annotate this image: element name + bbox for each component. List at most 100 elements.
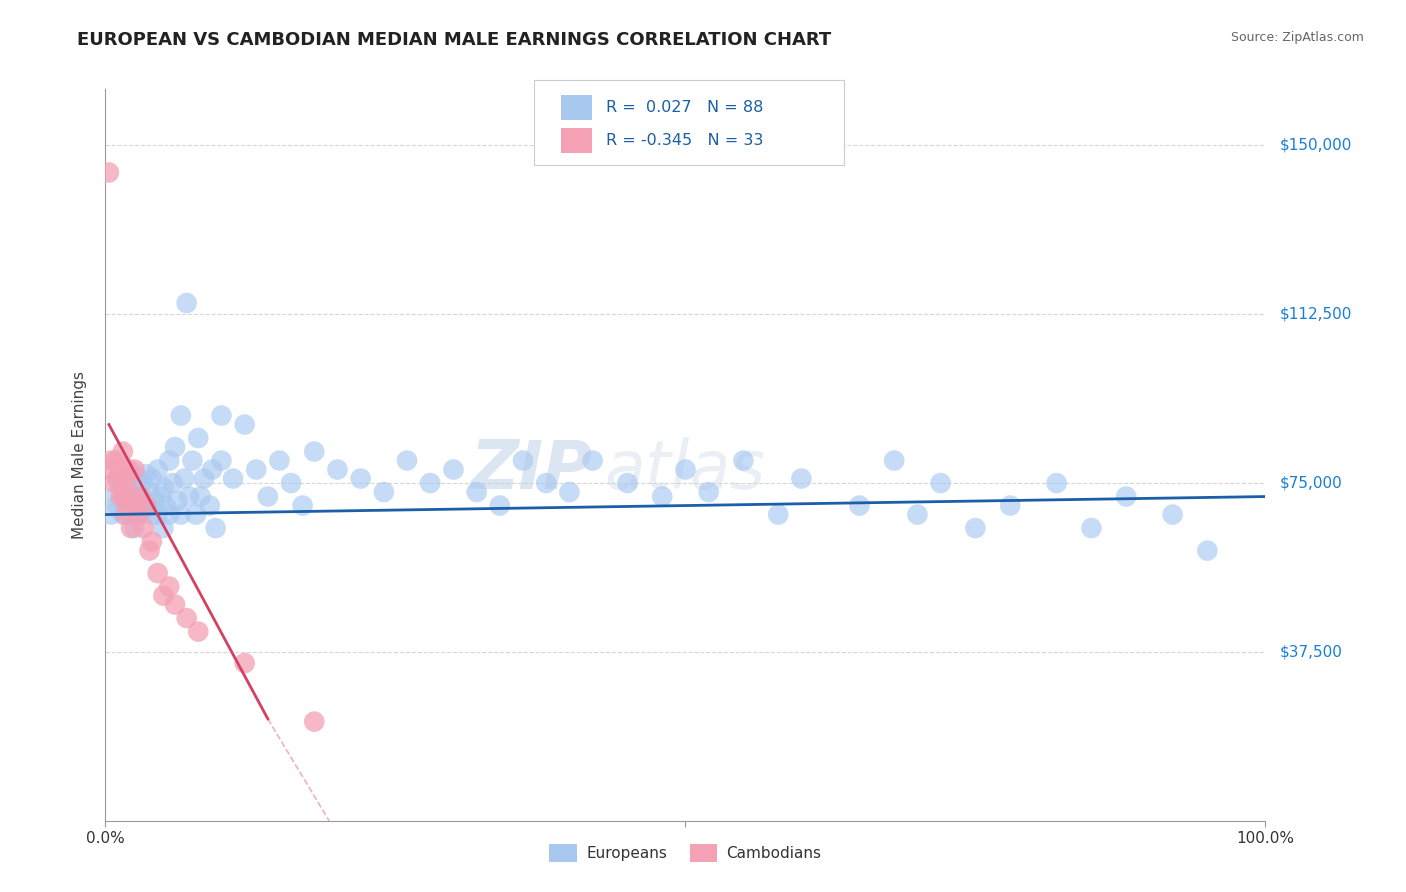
Text: R =  0.027   N = 88: R = 0.027 N = 88 [606,101,763,115]
Point [152,589,174,603]
Point [173,471,195,485]
Point [1197,543,1219,558]
Point [651,490,673,504]
Point [1000,499,1022,513]
Point [489,499,512,513]
Text: ZIP: ZIP [471,436,593,502]
Text: Source: ZipAtlas.com: Source: ZipAtlas.com [1230,31,1364,45]
Point [118,499,141,513]
Point [929,476,952,491]
Text: atlas: atlas [605,436,765,502]
Point [170,409,193,423]
Point [177,490,200,504]
Point [181,453,204,467]
Point [304,714,326,729]
Point [157,453,180,467]
Point [198,499,221,513]
Point [512,453,534,467]
Point [697,485,720,500]
Point [146,566,169,580]
Point [768,508,790,522]
Text: $150,000: $150,000 [1279,138,1351,153]
Point [104,476,127,491]
Point [193,471,215,485]
Point [135,499,157,513]
Point [143,494,166,508]
Point [146,462,169,476]
Point [138,543,160,558]
Point [120,508,142,522]
Point [111,481,134,495]
Point [127,508,149,522]
Point [848,499,870,513]
Point [211,453,233,467]
Point [204,521,226,535]
Point [124,521,146,535]
Point [1045,476,1069,491]
Point [120,490,142,504]
Point [176,611,198,625]
Point [118,462,141,476]
Point [883,453,905,467]
Point [558,485,581,500]
Point [111,471,134,485]
Point [124,462,146,476]
Point [441,462,464,476]
Point [141,534,163,549]
Point [129,490,152,504]
Point [131,476,153,491]
Point [155,499,177,513]
Point [190,490,212,504]
Text: R = -0.345   N = 33: R = -0.345 N = 33 [606,133,763,147]
Point [115,490,138,504]
Point [201,462,224,476]
Point [1080,521,1102,535]
Point [582,453,605,467]
Point [157,508,180,522]
Point [120,521,142,535]
Point [127,471,149,485]
Point [141,508,163,522]
Point [280,476,302,491]
Point [166,494,188,508]
Text: EUROPEAN VS CAMBODIAN MEDIAN MALE EARNINGS CORRELATION CHART: EUROPEAN VS CAMBODIAN MEDIAN MALE EARNIN… [77,31,831,49]
Point [124,499,146,513]
Point [146,508,169,522]
Point [465,485,488,500]
Point [132,521,155,535]
Point [104,453,127,467]
Point [150,490,173,504]
Point [104,490,127,504]
Point [304,444,326,458]
Point [162,476,184,491]
Point [326,462,349,476]
Point [135,499,157,513]
Legend: Europeans, Cambodians: Europeans, Cambodians [543,838,828,868]
Point [176,296,198,310]
Point [152,481,174,495]
Point [110,490,132,504]
Point [733,453,755,467]
Point [965,521,987,535]
Point [152,521,174,535]
Point [419,476,441,491]
Point [112,490,135,504]
Point [170,508,193,522]
Text: $112,500: $112,500 [1279,307,1351,322]
Point [111,444,134,458]
Point [129,490,152,504]
Point [291,499,314,513]
Point [187,431,209,445]
Point [233,656,256,670]
Point [108,476,131,491]
Point [135,467,157,481]
Point [100,508,122,522]
Point [118,471,141,485]
Point [222,471,245,485]
Point [114,508,136,522]
Text: $75,000: $75,000 [1279,475,1343,491]
Point [396,453,419,467]
Point [257,490,280,504]
Point [349,471,371,485]
Point [117,499,139,513]
